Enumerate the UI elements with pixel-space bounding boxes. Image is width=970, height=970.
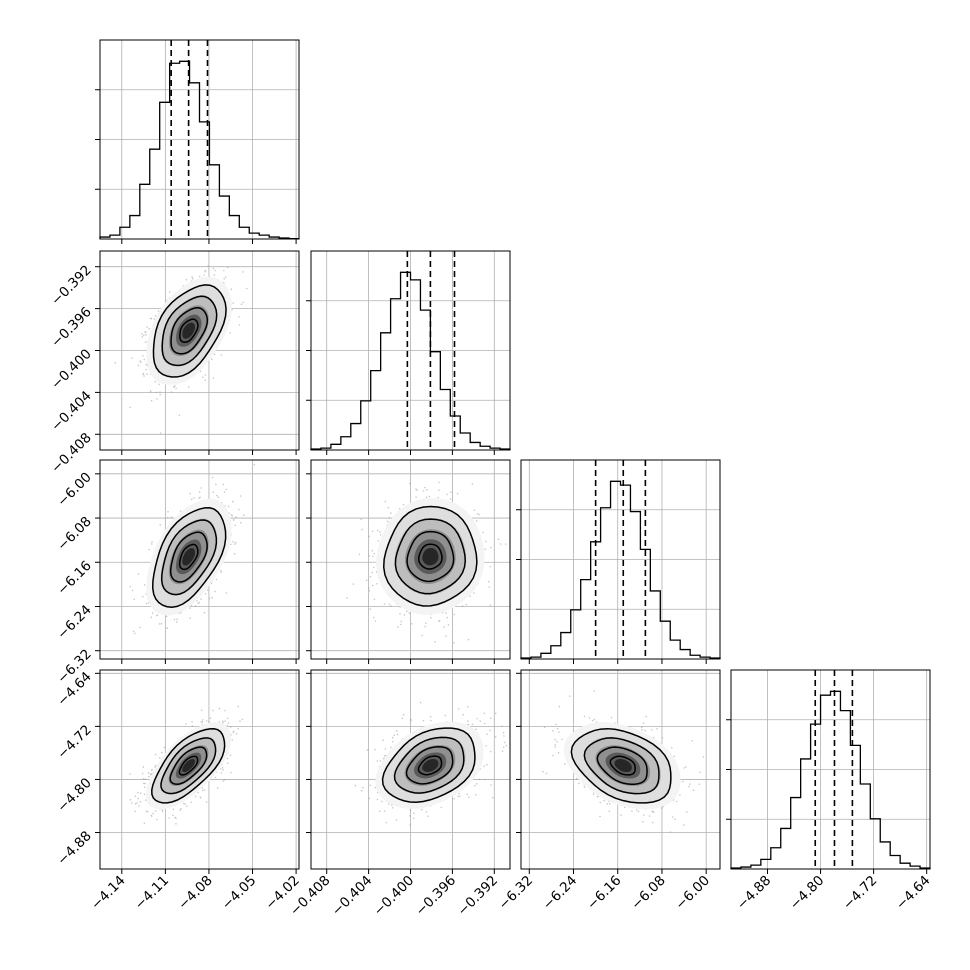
x-tick-label: −0.400: [371, 873, 418, 920]
contour-line-2: [169, 531, 208, 583]
density-fill-5: [422, 759, 439, 772]
density-fill-5: [614, 759, 632, 773]
density-panel-0-1: [99, 250, 300, 451]
x-tick-label: −6.24: [540, 873, 581, 914]
y-tick-label: −4.80: [54, 775, 95, 816]
contour-line-3: [179, 318, 199, 343]
x-tick-label: −0.404: [329, 873, 376, 920]
x-tick-label: −4.05: [219, 873, 260, 914]
contour-line-0: [381, 727, 476, 804]
x-tick-label: −4.72: [840, 873, 881, 914]
contour-line-2: [406, 530, 455, 583]
contour-line-3: [609, 755, 636, 776]
contour-line-3: [417, 543, 443, 570]
histogram-step: [310, 271, 511, 450]
contour-line-2: [596, 746, 648, 785]
panel-frame: [730, 669, 931, 870]
density-fill-5: [182, 759, 195, 773]
density-fill-5: [422, 548, 439, 566]
histogram-step: [730, 690, 931, 869]
contour-line-1: [160, 737, 217, 795]
contour-line-2: [170, 306, 209, 355]
x-tick-label: −6.32: [496, 873, 537, 914]
y-tick-label: −0.392: [48, 262, 95, 309]
contour-line-3: [178, 755, 199, 776]
panel-frame: [99, 459, 300, 660]
hist-panel-3: [726, 669, 931, 870]
contour-line-1: [583, 737, 660, 795]
y-tick-label: −6.08: [54, 514, 95, 555]
x-tick-label: −6.00: [672, 873, 713, 914]
panel-content: [100, 670, 299, 869]
panel-content: [311, 670, 510, 869]
x-tick-label: −4.14: [88, 873, 129, 914]
density-panel-0-2: [99, 459, 300, 660]
contour-line-0: [152, 284, 227, 378]
x-tick-label: −4.88: [734, 873, 775, 914]
contour-line-0: [151, 507, 227, 608]
y-tick-label: −4.88: [54, 828, 95, 869]
contour-line-2: [405, 746, 454, 785]
histogram-step: [99, 60, 300, 240]
x-tick-label: −4.08: [175, 873, 216, 914]
panel-frame: [99, 669, 300, 870]
contour-line-0: [382, 505, 478, 607]
density-panel-0-3: [99, 669, 300, 870]
panel-content: [521, 670, 720, 869]
contour-line-3: [417, 755, 443, 776]
y-tick-label: −4.72: [54, 722, 95, 763]
density-panel-1-2: [310, 459, 511, 660]
contour-line-1: [161, 295, 218, 367]
density-fill-5: [182, 322, 196, 339]
x-tick-label: −0.396: [413, 873, 460, 920]
panel-frame: [520, 459, 721, 660]
density-fill-5: [182, 548, 196, 566]
contour-line-0: [570, 727, 672, 804]
contour-line-1: [160, 519, 218, 596]
contour-line-3: [178, 543, 199, 571]
x-tick-label: −6.16: [584, 873, 625, 914]
panel-frame: [99, 39, 300, 240]
panel-content: [100, 460, 299, 659]
y-tick-label: −6.24: [54, 602, 95, 643]
y-tick-label: −0.404: [48, 388, 95, 435]
x-tick-label: −4.64: [893, 873, 934, 914]
contour-line-1: [393, 736, 465, 794]
y-tick-label: −0.400: [48, 346, 95, 393]
hist-panel-2: [516, 459, 721, 660]
contour-line-0: [151, 727, 226, 804]
x-tick-label: −6.08: [628, 873, 669, 914]
contour-line-1: [394, 518, 467, 595]
x-tick-label: −4.80: [787, 873, 828, 914]
x-tick-label: −4.11: [132, 873, 173, 914]
y-tick-label: −0.396: [48, 304, 95, 351]
panel-content: [311, 460, 510, 659]
contour-line-2: [169, 746, 208, 785]
x-tick-label: −0.392: [454, 873, 501, 920]
density-panel-1-3: [310, 669, 511, 870]
panel-content: [100, 251, 299, 450]
hist-panel-0: [95, 39, 300, 240]
y-tick-label: −0.408: [48, 430, 95, 477]
hist-panel-1: [306, 250, 511, 451]
y-tick-label: −6.16: [54, 558, 95, 599]
panel-frame: [520, 669, 721, 870]
histogram-step: [520, 480, 721, 659]
density-panel-2-3: [520, 669, 721, 870]
